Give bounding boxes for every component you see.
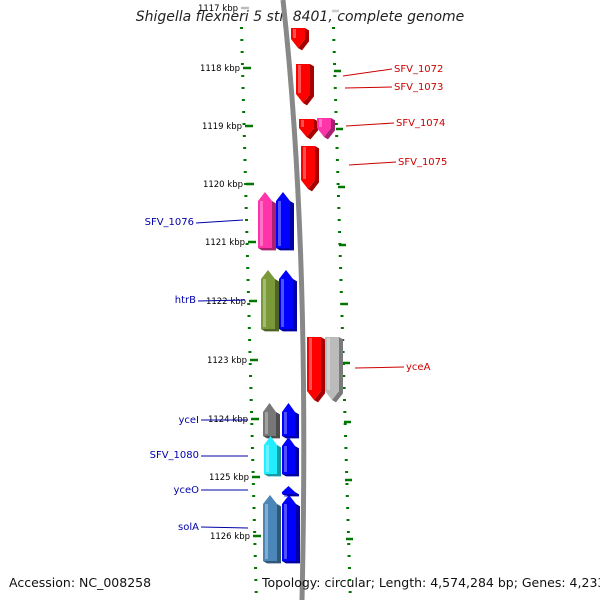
gene-feature: [299, 119, 318, 140]
kbp-tick-label: 1117 kbp: [198, 4, 238, 14]
gene-highlight: [319, 119, 322, 127]
left-dotted-track: [240, 27, 258, 593]
kbp-tick-label: 1119 kbp: [202, 122, 242, 132]
gene-feature: [276, 192, 294, 251]
gene-leader-line: [345, 122, 395, 127]
gene-label: SFV_1076: [145, 217, 194, 228]
gene-label: SFV_1072: [394, 64, 443, 75]
gene-label: SFV_1073: [394, 82, 443, 93]
gene-front-face: [264, 436, 277, 474]
gene-side-face: [279, 279, 297, 332]
gene-leader-line: [342, 68, 393, 77]
gene-feature: [263, 495, 281, 564]
kbp-tick-label: 1120 kbp: [203, 180, 243, 190]
gene-front-face: [282, 437, 295, 474]
gene-front-face: [282, 486, 295, 494]
gene-leader-line: [197, 299, 246, 302]
gene-highlight: [278, 201, 281, 246]
kbp-tick-label: 1122 kbp: [206, 297, 246, 307]
gene-side-face: [298, 28, 309, 51]
kbp-tick-label: 1118 kbp: [200, 64, 240, 74]
gene-highlight: [265, 412, 268, 434]
gene-feature: [301, 146, 319, 192]
gene-side-face: [263, 504, 281, 564]
gene-label: yceA: [406, 362, 431, 373]
gene-leader-line: [195, 219, 244, 224]
gene-highlight: [281, 279, 284, 327]
gene-front-face: [263, 403, 276, 436]
gene-side-face: [282, 504, 300, 564]
gene-highlight: [293, 29, 296, 38]
gene-feature: [261, 270, 279, 332]
gene-front-face: [282, 403, 295, 436]
gene-side-face: [306, 119, 318, 140]
kbp-tick-label: 1126 kbp: [210, 532, 250, 542]
gene-highlight: [263, 279, 266, 327]
gene-highlight: [298, 65, 301, 93]
genome-backbone: [280, 0, 307, 600]
gene-feature: [291, 28, 309, 51]
gene-feature: [282, 403, 299, 439]
gene-side-face: [276, 201, 294, 251]
gene-side-face: [282, 412, 299, 439]
gene-label: SFV_1074: [396, 118, 445, 129]
gene-label: yceI: [178, 415, 199, 426]
gene-highlight: [266, 445, 269, 472]
gene-label: yceO: [174, 485, 200, 496]
gene-feature: [279, 270, 297, 332]
kbp-tick-label: 1125 kbp: [209, 473, 249, 483]
gene-side-face: [263, 412, 280, 439]
gene-feature: [258, 192, 276, 251]
gene-side-face: [264, 445, 281, 477]
gene-feature: [325, 337, 343, 403]
accession-text: Accession: NC_008258: [9, 575, 152, 590]
gene-highlight: [303, 147, 306, 179]
page-title: Shigella flexneri 5 str. 8401, complete …: [135, 9, 465, 25]
gene-feature: [264, 436, 281, 477]
gene-feature: [296, 64, 314, 106]
gene-highlight: [309, 338, 312, 390]
gene-feature: [282, 495, 300, 564]
gene-side-face: [303, 64, 314, 106]
gene-highlight: [284, 412, 287, 434]
gene-label: SFV_1080: [150, 450, 199, 461]
gene-highlight: [301, 120, 304, 127]
gene-label: solA: [178, 522, 199, 533]
gene-label: htrB: [175, 295, 196, 306]
gene-highlight: [284, 446, 287, 472]
gene-feature: [282, 437, 299, 477]
gene-side-face: [332, 337, 343, 403]
gene-side-face: [258, 201, 276, 251]
right-dotted-track: [332, 27, 352, 593]
gene-side-face: [261, 279, 279, 332]
gene-highlight: [284, 495, 287, 497]
gene-side-face: [282, 446, 299, 477]
kbp-tick-label: 1121 kbp: [205, 238, 245, 248]
gene-feature: [307, 337, 325, 403]
genome-summary: Topology: circular; Length: 4,574,284 bp…: [262, 575, 600, 590]
gene-leader-line: [354, 366, 405, 369]
gene-side-face: [314, 337, 325, 403]
gene-highlight: [265, 504, 268, 559]
gene-highlight: [260, 201, 263, 246]
gene-side-face: [308, 146, 319, 192]
gene-highlight: [284, 504, 287, 559]
gene-label: SFV_1075: [398, 157, 447, 168]
gene-leader-line: [344, 86, 393, 89]
gene-feature: [317, 118, 335, 140]
gene-side-face: [324, 118, 335, 140]
gene-highlight: [327, 338, 330, 390]
gene-leader-line: [348, 161, 397, 166]
kbp-tick-label: 1123 kbp: [207, 356, 247, 366]
gene-feature: [263, 403, 280, 439]
gene-leader-line: [200, 526, 249, 529]
gene-feature: [282, 486, 299, 497]
